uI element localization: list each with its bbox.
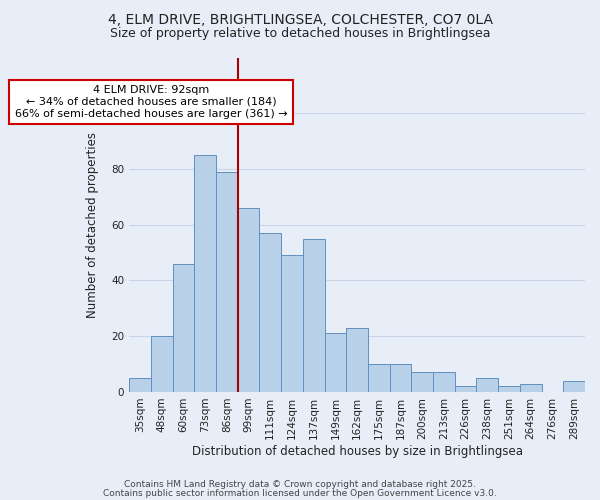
Bar [238,208,259,392]
Bar [216,172,238,392]
Bar [129,378,151,392]
Text: Size of property relative to detached houses in Brightlingsea: Size of property relative to detached ho… [110,28,490,40]
Bar [520,384,542,392]
Bar [412,372,433,392]
Bar [281,256,303,392]
Bar [389,364,412,392]
Bar [346,328,368,392]
Bar [563,381,585,392]
Bar [325,334,346,392]
X-axis label: Distribution of detached houses by size in Brightlingsea: Distribution of detached houses by size … [191,444,523,458]
Text: Contains public sector information licensed under the Open Government Licence v3: Contains public sector information licen… [103,488,497,498]
Bar [476,378,498,392]
Y-axis label: Number of detached properties: Number of detached properties [86,132,99,318]
Bar [368,364,389,392]
Bar [303,238,325,392]
Bar [151,336,173,392]
Bar [259,233,281,392]
Text: Contains HM Land Registry data © Crown copyright and database right 2025.: Contains HM Land Registry data © Crown c… [124,480,476,489]
Text: 4 ELM DRIVE: 92sqm
← 34% of detached houses are smaller (184)
66% of semi-detach: 4 ELM DRIVE: 92sqm ← 34% of detached hou… [14,86,287,118]
Bar [455,386,476,392]
Bar [498,386,520,392]
Bar [173,264,194,392]
Text: 4, ELM DRIVE, BRIGHTLINGSEA, COLCHESTER, CO7 0LA: 4, ELM DRIVE, BRIGHTLINGSEA, COLCHESTER,… [107,12,493,26]
Bar [433,372,455,392]
Bar [194,155,216,392]
